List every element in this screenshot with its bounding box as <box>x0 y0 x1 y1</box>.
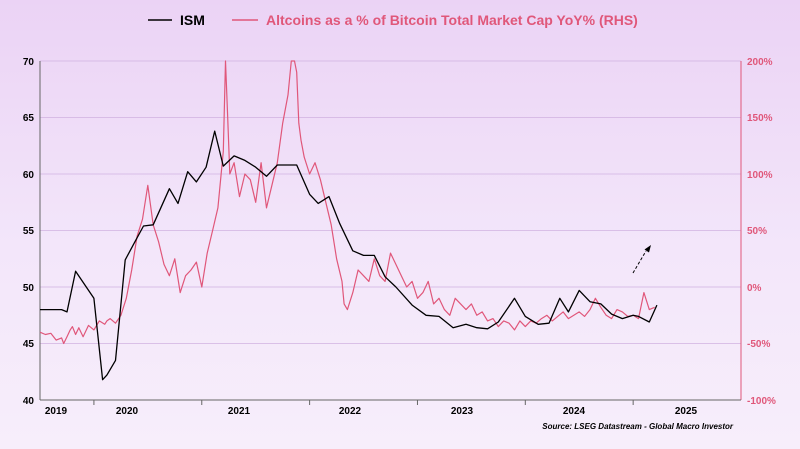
x-tick: 2021 <box>228 406 251 417</box>
left-ticks: 70 65 60 55 50 45 40 <box>23 57 35 407</box>
left-tick: 45 <box>23 339 35 350</box>
series-layer <box>39 60 658 381</box>
legend-label-alt: Altcoins as a % of Bitcoin Total Market … <box>266 12 638 28</box>
legend-label-ism: ISM <box>180 12 205 28</box>
x-ticks: 2019 2020 2021 2022 2023 2024 2025 <box>45 406 698 417</box>
left-tick: 50 <box>23 283 35 294</box>
x-tick-marks <box>93 400 634 405</box>
right-tick: 0% <box>747 283 762 294</box>
right-tick: -100% <box>747 396 776 407</box>
right-tick: 100% <box>747 170 773 181</box>
x-tick: 2024 <box>563 406 586 417</box>
right-tick: -50% <box>747 339 770 350</box>
right-ticks: 200% 150% 100% 50% 0% -50% -100% <box>747 57 776 407</box>
right-tick: 150% <box>747 113 773 124</box>
arrow-shaft <box>632 250 647 274</box>
left-tick: 55 <box>23 226 35 237</box>
legend: ISM Altcoins as a % of Bitcoin Total Mar… <box>148 12 638 28</box>
right-tick: 200% <box>747 57 773 68</box>
x-tick: 2023 <box>451 406 474 417</box>
x-tick: 2025 <box>675 406 698 417</box>
left-tick: 40 <box>23 396 35 407</box>
source-note: Source: LSEG Datastream - Global Macro I… <box>542 422 734 431</box>
grid <box>40 60 741 344</box>
arrow-head <box>644 245 651 253</box>
plot-frame <box>39 61 742 401</box>
x-tick: 2022 <box>339 406 362 417</box>
x-tick: 2019 <box>45 406 68 417</box>
left-tick: 65 <box>23 113 35 124</box>
series-line-ism <box>40 130 658 381</box>
series-line-alt <box>39 60 655 345</box>
left-tick: 60 <box>23 170 35 181</box>
arrow-annotation <box>632 245 651 274</box>
right-tick: 50% <box>747 226 767 237</box>
left-tick: 70 <box>23 57 35 68</box>
x-tick: 2020 <box>116 406 139 417</box>
